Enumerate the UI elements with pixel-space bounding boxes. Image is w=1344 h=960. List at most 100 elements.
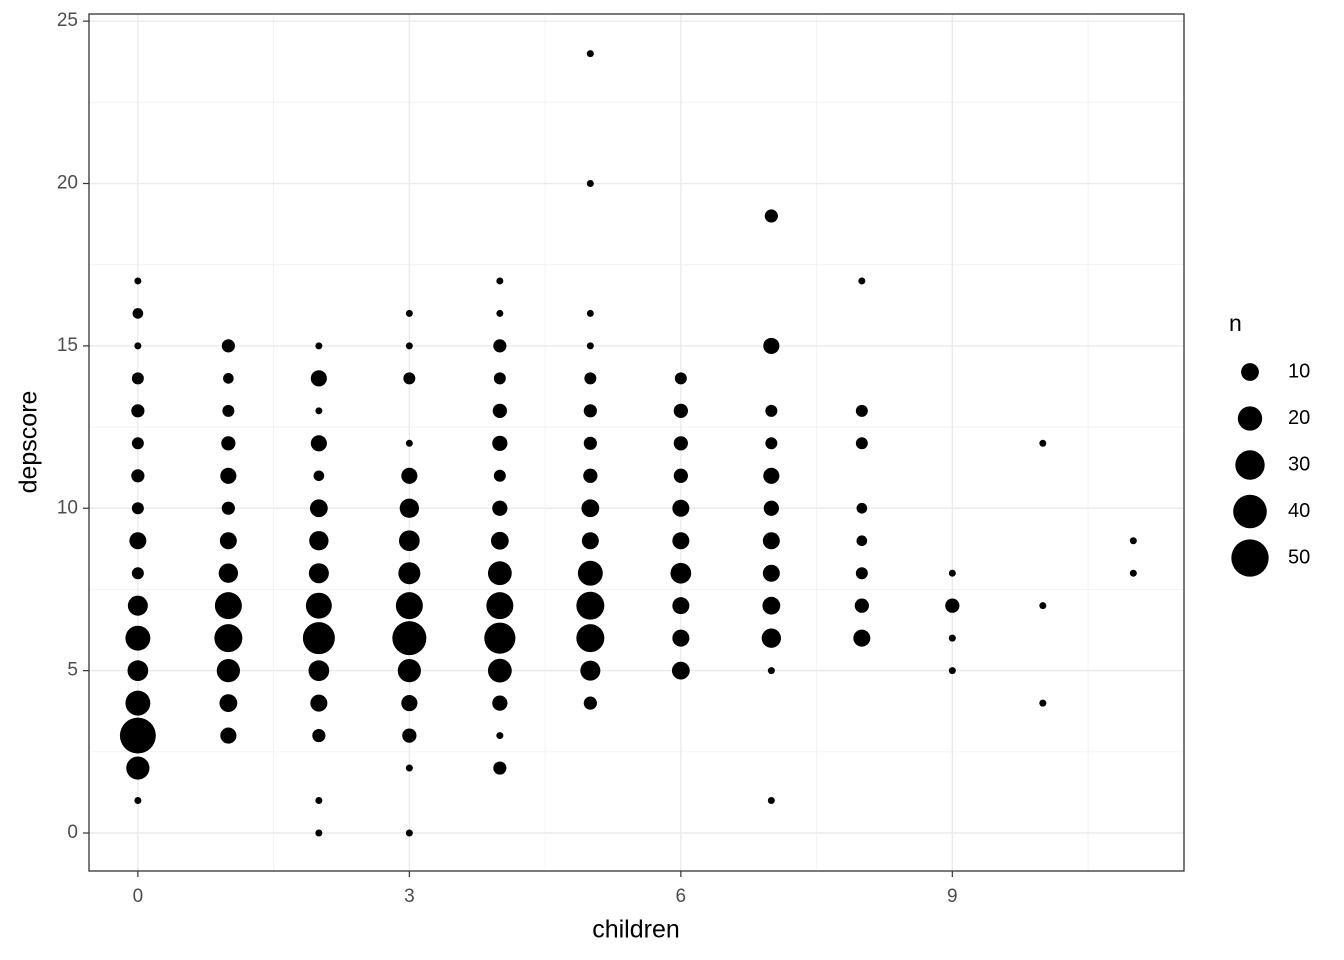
legend-title: n [1229, 310, 1242, 336]
point [222, 404, 235, 417]
point [767, 667, 775, 675]
point [948, 569, 956, 577]
point [127, 660, 149, 681]
point [945, 598, 960, 613]
point [674, 372, 687, 385]
point [223, 373, 234, 384]
point [221, 339, 235, 353]
point [221, 501, 235, 515]
x-tick-label: 6 [676, 886, 687, 907]
point [220, 727, 237, 744]
point [125, 625, 151, 651]
point [673, 436, 688, 451]
point [762, 596, 781, 615]
point [576, 591, 605, 620]
point [127, 595, 148, 616]
point [576, 624, 605, 653]
legend-label: 50 [1288, 546, 1310, 568]
point [577, 560, 603, 586]
point [308, 660, 330, 681]
point [763, 500, 779, 516]
x-tick-label: 0 [133, 886, 144, 907]
point [403, 372, 416, 385]
point [762, 564, 780, 582]
legend-label: 30 [1288, 453, 1310, 475]
point [405, 309, 413, 317]
point [948, 634, 956, 642]
point [672, 629, 690, 647]
point [855, 404, 868, 417]
legend-label: 20 [1288, 407, 1310, 429]
point [492, 435, 508, 451]
legend-label: 10 [1288, 360, 1310, 382]
point [586, 309, 594, 317]
point [492, 403, 507, 418]
point [405, 829, 413, 837]
point [496, 277, 504, 285]
axes: 0 3 6 9 0 5 10 15 20 25 [57, 10, 958, 907]
point [584, 372, 597, 385]
point [671, 661, 690, 680]
legend-key [1235, 450, 1265, 480]
point [221, 436, 236, 451]
point [855, 567, 868, 580]
point [132, 308, 144, 319]
point [399, 530, 420, 552]
point [1129, 537, 1137, 545]
point [492, 500, 508, 516]
point [405, 342, 413, 350]
point [496, 309, 504, 317]
point [484, 622, 516, 654]
y-tick-label: 15 [57, 335, 78, 356]
y-tick-label: 10 [57, 497, 78, 518]
point [402, 728, 417, 743]
point [216, 659, 240, 683]
y-axis-title: depscore [15, 391, 43, 494]
point [399, 498, 420, 518]
point [315, 829, 323, 837]
point [397, 659, 421, 683]
point [856, 535, 868, 547]
point [581, 499, 600, 518]
point [586, 50, 594, 58]
panel-border [88, 13, 1185, 872]
y-tick-label: 0 [67, 822, 78, 843]
point [308, 563, 329, 584]
point [129, 532, 147, 550]
point [583, 468, 598, 483]
point [487, 658, 512, 683]
point [858, 277, 866, 285]
point [315, 407, 323, 415]
legend-label: 40 [1288, 500, 1310, 522]
point [119, 717, 156, 754]
point [310, 694, 328, 712]
points [119, 50, 1137, 837]
point [219, 694, 238, 713]
point [219, 532, 237, 550]
point [853, 629, 871, 647]
point [672, 597, 690, 615]
point [854, 598, 869, 613]
point [134, 277, 142, 285]
point [126, 756, 150, 780]
point [486, 592, 514, 620]
point [310, 370, 327, 387]
y-tick-label: 5 [67, 660, 78, 681]
point [315, 797, 323, 805]
point [583, 404, 597, 418]
legend-key [1233, 494, 1267, 529]
legend: n 10 20 30 40 50 [1229, 310, 1310, 577]
point [763, 467, 780, 484]
y-tick-label: 20 [57, 173, 78, 194]
y-tick-label: 25 [57, 10, 78, 31]
point [673, 403, 688, 418]
legend-key [1241, 363, 1259, 381]
point [134, 797, 142, 805]
point [765, 404, 778, 417]
point [309, 531, 329, 551]
point [1039, 439, 1047, 447]
point [580, 660, 601, 681]
x-axis-title: children [592, 916, 680, 944]
point [763, 337, 780, 354]
point [214, 624, 243, 653]
